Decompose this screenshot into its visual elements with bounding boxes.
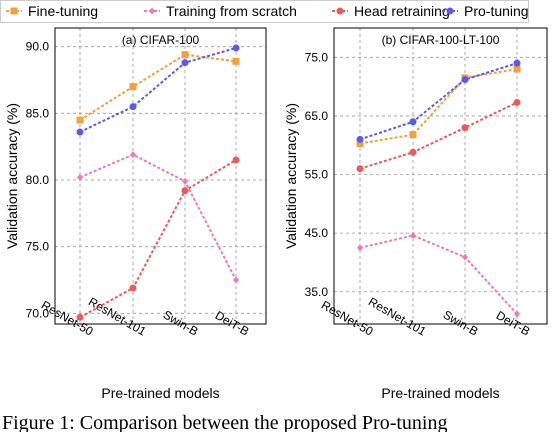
x-axis-label: Pre-trained models xyxy=(101,385,219,401)
data-point xyxy=(356,139,364,147)
data-point xyxy=(356,165,364,173)
legend-entry-head-retraining: Head retraining xyxy=(332,3,450,19)
data-point xyxy=(461,76,469,84)
panel-title: (a) CIFAR-100 xyxy=(122,33,200,47)
data-point xyxy=(130,151,136,159)
series-training-from-scratch xyxy=(77,151,239,284)
data-point xyxy=(233,276,239,284)
x-axis-label: Pre-trained models xyxy=(381,385,499,401)
data-point xyxy=(513,98,521,106)
series-pro-tuning xyxy=(76,44,240,136)
data-point xyxy=(77,173,83,181)
data-point xyxy=(357,244,363,252)
legend-marker xyxy=(446,7,454,15)
legend-marker xyxy=(10,7,18,15)
data-point xyxy=(410,231,416,239)
y-tick-label: 70.0 xyxy=(26,306,50,320)
x-tick-label: DeiT-B xyxy=(494,308,533,338)
legend-label: Pro-tuning xyxy=(464,3,529,19)
grid xyxy=(55,28,266,324)
legend-label: Training from scratch xyxy=(166,3,297,19)
y-axis-label: Validation accuracy (%) xyxy=(4,103,20,249)
series-head-retraining xyxy=(76,156,240,321)
y-tick-label: 85.0 xyxy=(26,106,50,120)
legend-label: Fine-tuning xyxy=(28,3,98,19)
legend-entry-fine-tuning: Fine-tuning xyxy=(6,3,98,19)
data-point xyxy=(129,83,137,91)
series-line xyxy=(79,47,237,133)
x-tick-label: DeiT-B xyxy=(213,308,252,338)
plot-frame xyxy=(333,27,548,325)
data-point xyxy=(76,116,84,124)
data-point xyxy=(232,44,240,52)
legend-marker xyxy=(149,7,155,15)
data-point xyxy=(514,310,520,318)
x-tick-label: Swin-B xyxy=(161,307,201,338)
data-point xyxy=(182,177,188,185)
x-tick-label: Swin-B xyxy=(441,307,481,338)
series-line xyxy=(359,62,518,141)
data-point xyxy=(461,124,469,132)
figure-caption: Figure 1: Comparison between the propose… xyxy=(2,412,448,432)
data-point xyxy=(513,59,521,67)
x-tick-label: ResNet-101 xyxy=(366,294,429,338)
data-point xyxy=(181,51,189,59)
data-point xyxy=(232,57,240,65)
data-point xyxy=(409,131,417,139)
panel-title: (b) CIFAR-100-LT-100 xyxy=(382,33,500,47)
series-line xyxy=(79,159,237,319)
data-point xyxy=(232,156,240,164)
legend: Fine-tuning Training from scratch Head ret… xyxy=(0,0,529,23)
series-fine-tuning xyxy=(76,51,240,124)
series-training-from-scratch xyxy=(357,231,520,318)
series-line xyxy=(79,53,237,121)
data-point xyxy=(356,135,364,143)
data-point xyxy=(513,65,521,73)
legend-entry-training-from-scratch: Training from scratch xyxy=(144,3,297,19)
data-point xyxy=(76,128,84,136)
x-tick-label: ResNet-101 xyxy=(86,294,149,338)
y-tick-label: 90.0 xyxy=(26,40,50,54)
data-point xyxy=(129,103,137,111)
y-tick-label: 75.0 xyxy=(26,240,50,254)
series-pro-tuning xyxy=(356,59,521,143)
data-point xyxy=(409,148,417,156)
series-head-retraining xyxy=(356,98,521,173)
y-axis-label: Validation accuracy (%) xyxy=(283,103,299,249)
data-point xyxy=(409,118,417,126)
series-line xyxy=(359,234,518,315)
series-fine-tuning xyxy=(356,65,521,147)
y-tick-label: 75.0 xyxy=(305,50,329,64)
series-line xyxy=(359,101,518,170)
plot-frame xyxy=(54,27,267,325)
data-point xyxy=(181,59,189,67)
legend-marker xyxy=(336,7,344,15)
legend-label: Head retraining xyxy=(354,3,450,19)
data-point xyxy=(181,187,189,195)
series-line xyxy=(359,68,518,145)
series-line xyxy=(79,153,237,281)
data-point xyxy=(462,253,468,261)
legend-entry-pro-tuning: Pro-tuning xyxy=(442,3,529,19)
y-tick-label: 80.0 xyxy=(26,173,50,187)
y-tick-label: 55.0 xyxy=(305,168,329,182)
y-tick-label: 45.0 xyxy=(305,226,329,240)
y-tick-label: 65.0 xyxy=(305,109,329,123)
data-point xyxy=(129,284,137,292)
legend-frame xyxy=(0,0,529,23)
y-tick-label: 35.0 xyxy=(305,285,329,299)
data-point xyxy=(76,313,84,321)
